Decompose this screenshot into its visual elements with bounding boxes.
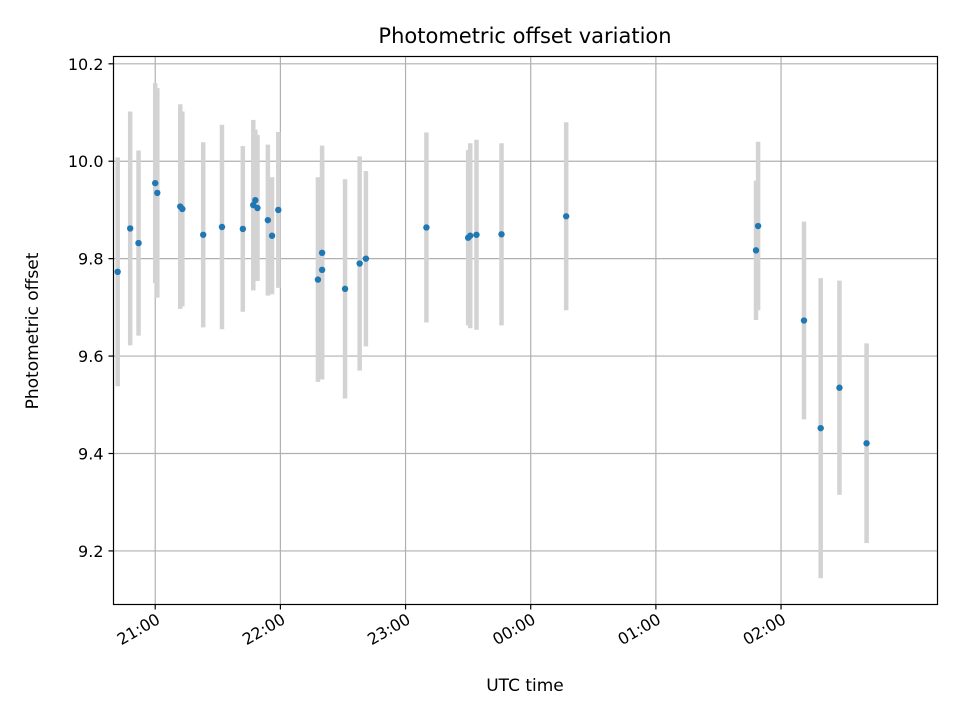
data-point [318, 249, 326, 257]
data-point [498, 231, 505, 238]
data-point [473, 231, 480, 238]
chart-title: Photometric offset variation [378, 24, 671, 48]
data-point [314, 276, 322, 283]
y-tick-label: 10.2 [68, 55, 104, 74]
x-axis-title: UTC time [486, 676, 564, 696]
data-point [126, 225, 134, 232]
data-point [800, 317, 808, 324]
data-point [562, 213, 570, 220]
data-point [318, 266, 326, 274]
data-point [254, 204, 261, 212]
y-tick-label: 9.8 [78, 250, 103, 269]
data-point [218, 223, 226, 231]
y-tick-label: 10.0 [68, 152, 104, 171]
data-points [114, 179, 870, 447]
grid [113, 56, 938, 605]
y-tick-label: 9.4 [78, 444, 103, 463]
data-point [754, 222, 762, 230]
y-tick-label: 9.6 [78, 347, 103, 366]
data-point [752, 247, 760, 254]
data-point [341, 285, 349, 293]
data-point [467, 232, 474, 239]
data-point [152, 179, 159, 187]
plot-frame [112, 55, 939, 606]
data-point [114, 268, 121, 276]
data-point [200, 231, 207, 238]
y-tick-label: 9.2 [78, 542, 103, 561]
data-point [275, 206, 282, 214]
data-point [423, 224, 430, 231]
data-point [154, 189, 161, 197]
data-point [252, 196, 259, 204]
data-point [817, 424, 824, 432]
data-point [356, 260, 363, 267]
data-point [268, 232, 276, 239]
data-point [863, 440, 870, 447]
y-axis-title: Photometric offset [23, 252, 43, 409]
data-point [264, 216, 272, 224]
data-point [135, 239, 142, 247]
data-point [179, 205, 186, 213]
y-axis: 9.2 9.4 9.6 9.8 10.0 10.2 [68, 55, 114, 561]
data-point [836, 384, 843, 391]
data-point [362, 255, 370, 262]
data-point [239, 225, 247, 233]
